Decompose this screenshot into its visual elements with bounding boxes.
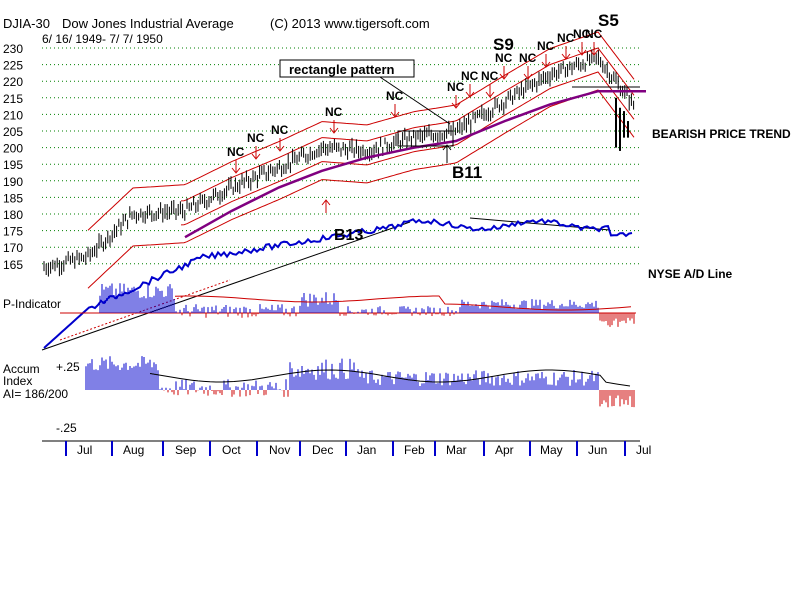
nc-label: NC — [461, 69, 479, 83]
price-tick-label: 195 — [3, 158, 23, 172]
signal-b11: B11 — [452, 163, 482, 182]
nc-label: NC — [447, 80, 465, 94]
month-axis: Jul Aug Sep Oct Nov Dec Jan Feb Mar Apr May Jun Jul — [65, 441, 651, 457]
accum-top-tick: +.25 — [56, 360, 80, 374]
ad-trendline — [41, 221, 411, 351]
nc-label: NC — [557, 31, 575, 45]
month-label: Sep — [175, 443, 197, 457]
month-label: Jul — [77, 443, 92, 457]
price-tick-label: 210 — [3, 108, 23, 122]
price-tick-label: 220 — [3, 75, 23, 89]
price-tick-label: 190 — [3, 175, 23, 189]
nc-label: NC — [537, 39, 555, 53]
nc-arrowhead — [561, 53, 571, 60]
price-tick-label: 185 — [3, 191, 23, 205]
month-label: Oct — [222, 443, 241, 457]
moving-average — [184, 89, 646, 239]
signal-b13: B13 — [334, 227, 363, 244]
price-tick-label: 215 — [3, 92, 23, 106]
p-indicator-bars — [60, 283, 636, 327]
inner-lower-band — [180, 71, 635, 226]
p-indicator-ma — [174, 295, 632, 311]
nc-label: NC — [271, 123, 289, 137]
nc-label: NC — [519, 51, 537, 65]
ad-trendline — [469, 217, 611, 231]
accum-index-bars — [85, 356, 635, 408]
nc-label: NC — [585, 27, 603, 41]
accum-label: Accum — [3, 362, 40, 376]
ma-line — [184, 89, 646, 239]
nc-label: NC — [325, 105, 343, 119]
month-label: Aug — [123, 443, 144, 457]
accum-ai-label: AI= 186/200 — [3, 387, 68, 401]
nc-label: NC — [247, 131, 265, 145]
nc-arrowhead — [451, 102, 461, 109]
ad-line-path — [43, 217, 633, 349]
p-indicator-label: P-Indicator — [3, 297, 61, 311]
nc-arrowhead — [577, 49, 587, 56]
copyright: (C) 2013 www.tigersoft.com — [270, 16, 430, 31]
nc-label: NC — [386, 89, 404, 103]
price-tick-label: 175 — [3, 225, 23, 239]
nc-arrowhead — [231, 167, 241, 174]
nc-label: NC — [227, 145, 245, 159]
bearish-trend-label: BEARISH PRICE TREND — [652, 127, 791, 141]
month-label: Feb — [404, 443, 425, 457]
nc-arrowhead — [541, 61, 551, 68]
month-label: Mar — [446, 443, 467, 457]
nc-arrowhead — [329, 127, 339, 134]
month-label: May — [540, 443, 563, 457]
rectangle-pattern-label: rectangle pattern — [289, 62, 395, 77]
ad-line — [43, 217, 633, 349]
month-label: Apr — [495, 443, 514, 457]
date-range: 6/ 16/ 1949- 7/ 7/ 1950 — [42, 32, 163, 46]
b13-arrowhead — [321, 199, 331, 206]
nc-label: NC — [573, 27, 591, 41]
index-name: Dow Jones Industrial Average — [62, 16, 234, 31]
accum-ma — [149, 369, 631, 387]
price-tick-label: 230 — [3, 42, 23, 56]
ad-line-label: NYSE A/D Line — [648, 267, 733, 281]
price-tick-label: 165 — [3, 258, 23, 272]
nc-label: NC — [495, 51, 513, 65]
month-label: Jun — [588, 443, 607, 457]
nc-arrowhead — [499, 73, 509, 80]
month-label: Nov — [269, 443, 290, 457]
price-tick-label: 225 — [3, 59, 23, 73]
nc-arrowhead — [485, 91, 495, 98]
nc-arrowhead — [589, 49, 599, 56]
month-label: Dec — [312, 443, 333, 457]
nc-arrowhead — [275, 145, 285, 152]
upper-band — [87, 31, 635, 231]
accum-bottom-tick: -.25 — [56, 421, 77, 435]
price-tick-label: 200 — [3, 142, 23, 156]
rectangle-pattern-pointer — [379, 76, 451, 125]
accum-index-label: Index — [3, 374, 32, 388]
signal-s9: S9 — [493, 35, 514, 54]
nc-label: NC — [481, 69, 499, 83]
month-label: Jan — [357, 443, 376, 457]
month-label: Jul — [636, 443, 651, 457]
signal-s5: S5 — [598, 11, 619, 30]
lower-band — [87, 89, 635, 289]
nc-arrowhead — [390, 111, 400, 118]
price-tick-label: 180 — [3, 208, 23, 222]
nc-arrowhead — [251, 153, 261, 160]
price-bands — [87, 31, 635, 289]
rectangle-pattern-box — [279, 59, 415, 78]
trendlines — [41, 86, 640, 351]
price-tick-label: 170 — [3, 241, 23, 255]
b11-arrowhead — [442, 144, 452, 151]
price-bars — [43, 49, 635, 277]
inner-upper-band — [180, 47, 635, 202]
rectangle-pattern-outline — [397, 130, 454, 147]
nc-arrowhead — [465, 91, 475, 98]
signals: S9 S5 B11 B13 — [321, 11, 619, 244]
index-code: DJIA-30 — [3, 16, 50, 31]
nc-arrowhead — [523, 73, 533, 80]
price-tick-label: 205 — [3, 125, 23, 139]
price-axis: 230 225 220 215 210 205 200 195 190 185 180 175 170 1… — [3, 42, 23, 272]
